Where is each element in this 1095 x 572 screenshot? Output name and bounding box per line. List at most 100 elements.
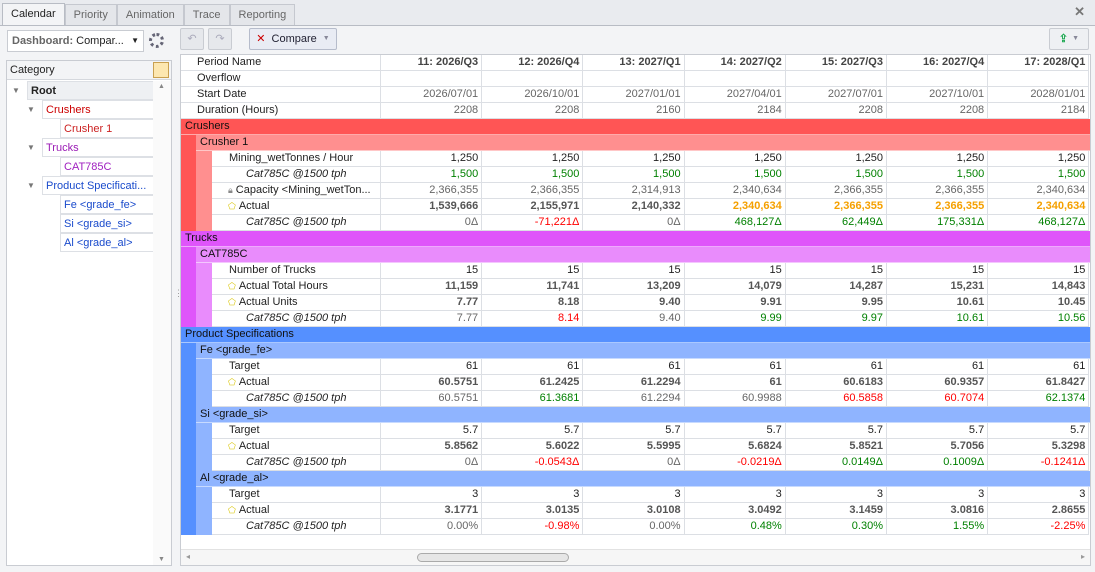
- tree-item[interactable]: Si <grade_si>: [60, 214, 153, 233]
- tree-item[interactable]: Product Specificati...: [42, 176, 153, 195]
- row-label-text: Target: [229, 424, 260, 436]
- horizontal-scrollbar[interactable]: ◂ ▸: [181, 549, 1090, 565]
- group-indent: [181, 199, 196, 215]
- data-cell: 10.61: [887, 311, 989, 327]
- column-header[interactable]: 17: 2028/Q1: [988, 55, 1090, 71]
- tree-view-icon[interactable]: [153, 62, 169, 78]
- data-cell: 3: [482, 487, 584, 503]
- data-row: 🔒︎ Capacity <Mining_wetTon... 2,366,355 2,3…: [181, 183, 1090, 199]
- redo-button[interactable]: ↷: [208, 28, 232, 50]
- data-cell: 62.1374: [988, 391, 1090, 407]
- group-indent: [196, 183, 212, 199]
- tab-animation[interactable]: Animation: [116, 4, 184, 25]
- tree-item[interactable]: Al <grade_al>: [60, 233, 153, 252]
- data-cell: 2,366,355: [887, 199, 989, 215]
- data-cell: 61: [988, 359, 1090, 375]
- tab-reporting[interactable]: Reporting: [229, 4, 296, 25]
- column-header[interactable]: 15: 2027/Q3: [785, 55, 887, 71]
- expand-arrow-icon[interactable]: ▼: [27, 105, 35, 114]
- splitter-handle[interactable]: ⋮: [174, 288, 183, 298]
- chevron-down-icon: ▼: [322, 35, 330, 42]
- row-label-text: Actual: [238, 504, 270, 516]
- column-header[interactable]: 13: 2027/Q1: [583, 55, 685, 71]
- export-button[interactable]: ⇪ ▼: [1049, 28, 1089, 50]
- row-label-text: Actual: [238, 440, 270, 452]
- tab-trace[interactable]: Trace: [183, 4, 230, 25]
- data-row: ⬠ Actual 5.8562 5.6022 5.5995 5.6824 5.8521 5.7…: [181, 439, 1090, 455]
- data-cell: 2027/10/01: [887, 87, 989, 103]
- group-row: Product Specifications: [181, 327, 1090, 343]
- close-icon[interactable]: ✕: [1074, 4, 1085, 19]
- group-label[interactable]: Si <grade_si>: [196, 407, 1090, 423]
- data-cell: 1.55%: [887, 519, 989, 535]
- group-indent: [196, 391, 212, 407]
- row-label-text: Duration (Hours): [197, 104, 279, 116]
- group-indent: [196, 199, 212, 215]
- data-cell: 1,539,666: [381, 199, 483, 215]
- data-cell: 2,340,634: [988, 183, 1090, 199]
- data-cell: 1,500: [988, 167, 1090, 183]
- tree-item[interactable]: Fe <grade_fe>: [60, 195, 153, 214]
- tree-item[interactable]: Crusher 1: [60, 119, 153, 138]
- group-label[interactable]: Fe <grade_fe>: [196, 343, 1090, 359]
- column-header[interactable]: 16: 2027/Q4: [887, 55, 989, 71]
- row-label: ⬠ Actual Total Hours: [212, 279, 381, 295]
- dashboard-selector[interactable]: Dashboard: Compar... ▼: [7, 30, 144, 52]
- group-label[interactable]: Product Specifications: [181, 327, 1090, 343]
- expand-arrow-icon[interactable]: ▼: [12, 86, 20, 95]
- data-cell: [583, 71, 685, 87]
- tree-item[interactable]: Crushers: [42, 100, 153, 119]
- row-label-text: Cat785C @1500 tph: [246, 168, 347, 180]
- data-cell: 3: [381, 487, 483, 503]
- group-indent: [181, 455, 196, 471]
- data-cell: 2,340,634: [684, 183, 786, 199]
- data-row: Cat785C @1500 tph 0Δ -71,221Δ 0Δ 468,127Δ 62,…: [181, 215, 1090, 231]
- row-label: Target: [212, 487, 381, 503]
- row-label: Cat785C @1500 tph: [212, 167, 381, 183]
- group-label[interactable]: Trucks: [181, 231, 1090, 247]
- scrollbar-thumb[interactable]: [417, 553, 569, 562]
- gear-icon[interactable]: [149, 33, 164, 48]
- column-header[interactable]: 12: 2026/Q4: [482, 55, 584, 71]
- group-label[interactable]: CAT785C: [196, 247, 1090, 263]
- tab-calendar[interactable]: Calendar: [2, 3, 65, 26]
- column-header[interactable]: 14: 2027/Q2: [684, 55, 786, 71]
- tab-priority[interactable]: Priority: [64, 4, 117, 25]
- data-cell: 60.9357: [887, 375, 989, 391]
- data-cell: 15: [785, 263, 887, 279]
- data-cell: 1,500: [583, 167, 685, 183]
- group-label[interactable]: Crushers: [181, 119, 1090, 135]
- data-cell: 3.0816: [887, 503, 989, 519]
- row-label: Overflow: [181, 71, 381, 87]
- data-cell: 468,127Δ: [684, 215, 786, 231]
- group-label[interactable]: Al <grade_al>: [196, 471, 1090, 487]
- data-cell: 9.40: [583, 295, 685, 311]
- data-cell: 1,500: [785, 167, 887, 183]
- group-indent: [196, 455, 212, 471]
- export-icon: ⇪: [1058, 33, 1069, 45]
- compare-button[interactable]: ✕ Compare ▼: [249, 28, 337, 50]
- row-label-text: Target: [229, 488, 260, 500]
- data-cell: 1,250: [785, 151, 887, 167]
- tree-item[interactable]: Root: [27, 81, 153, 100]
- data-cell: 2,155,971: [482, 199, 584, 215]
- row-label-text: Actual: [238, 200, 270, 212]
- column-header[interactable]: 11: 2026/Q3: [381, 55, 483, 71]
- expand-arrow-icon[interactable]: ▼: [27, 143, 35, 152]
- data-cell: 0Δ: [583, 455, 685, 471]
- row-label: Cat785C @1500 tph: [212, 455, 381, 471]
- data-cell: -0.98%: [482, 519, 584, 535]
- tree-item[interactable]: CAT785C: [60, 157, 153, 176]
- group-indent: [181, 519, 196, 535]
- tree-item[interactable]: Trucks: [42, 138, 153, 157]
- undo-button[interactable]: ↶: [180, 28, 204, 50]
- row-label-text: Actual: [238, 376, 270, 388]
- group-indent: [196, 439, 212, 455]
- group-label[interactable]: Crusher 1: [196, 135, 1090, 151]
- vertical-scrollbar[interactable]: ▲ ▼: [153, 81, 171, 565]
- expand-arrow-icon[interactable]: ▼: [27, 181, 35, 190]
- data-cell: 8.14: [482, 311, 584, 327]
- group-indent: [196, 423, 212, 439]
- data-cell: 3.0492: [684, 503, 786, 519]
- data-cell: [785, 71, 887, 87]
